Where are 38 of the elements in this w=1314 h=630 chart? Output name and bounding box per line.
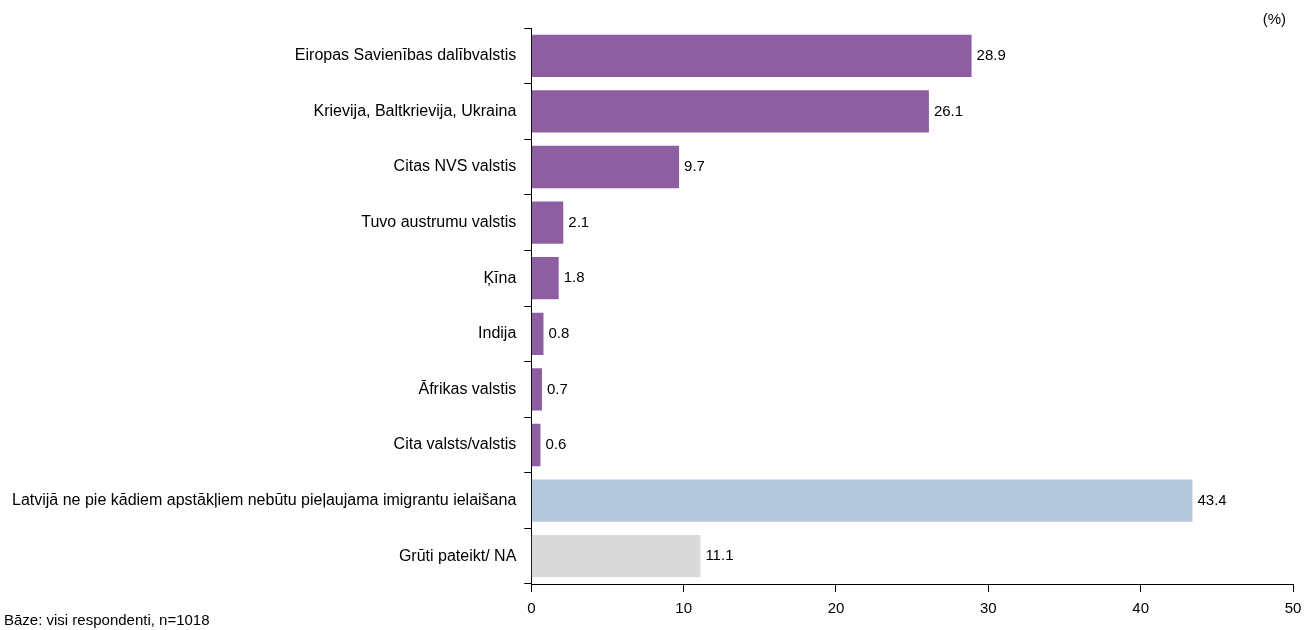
bar <box>531 90 929 133</box>
data-label: 0.6 <box>545 435 567 453</box>
y-tick-label: Krievija, Baltkrievija, Ukraina <box>313 101 517 119</box>
y-tick-label: Āfrikas valstis <box>418 379 517 397</box>
bar <box>531 34 972 77</box>
data-label: 2.1 <box>568 212 590 230</box>
bar <box>531 423 541 467</box>
x-tick-label: 20 <box>827 599 845 617</box>
text: (%) <box>1262 9 1286 27</box>
bar <box>531 145 680 189</box>
data-label: 0.7 <box>546 379 568 397</box>
y-tick-label: Grūti pateikt/ NA <box>398 546 517 564</box>
y-tick-label: Citas NVS valstis <box>393 157 517 175</box>
bar <box>531 257 559 300</box>
y-tick-label: Eiropas Savienības dalībvalstis <box>294 46 517 64</box>
y-tick-label: Cita valsts/valstis <box>393 435 517 453</box>
y-tick-label: Tuvo austrumu valstis <box>361 213 517 231</box>
text: Bāze: visi respondenti, n=1018 <box>4 610 210 628</box>
y-tick-label: Ķīna <box>483 268 517 286</box>
y-tick-label: Latvijā ne pie kādiem apstākļiem nebūtu pieļaujama imigrantu ielaišana <box>12 491 517 509</box>
bar <box>531 368 542 411</box>
x-tick-label: 0 <box>527 599 536 617</box>
y-tick-label: Indija <box>478 324 517 342</box>
x-tick-label: 40 <box>1132 599 1149 617</box>
x-tick-label: 10 <box>675 599 692 617</box>
bar <box>531 535 701 578</box>
data-label: 28.9 <box>976 45 1006 63</box>
data-label: 26.1 <box>933 101 964 119</box>
data-label: 9.7 <box>684 157 705 175</box>
data-label: 43.4 <box>1197 490 1227 508</box>
x-tick-label: 50 <box>1284 599 1302 617</box>
data-label: 1.8 <box>563 268 585 286</box>
data-label: 11.1 <box>705 546 734 564</box>
bar <box>531 479 1193 522</box>
data-label: 0.8 <box>548 323 570 341</box>
bar <box>531 312 544 355</box>
bar <box>531 201 564 244</box>
x-tick-label: 30 <box>979 599 997 617</box>
